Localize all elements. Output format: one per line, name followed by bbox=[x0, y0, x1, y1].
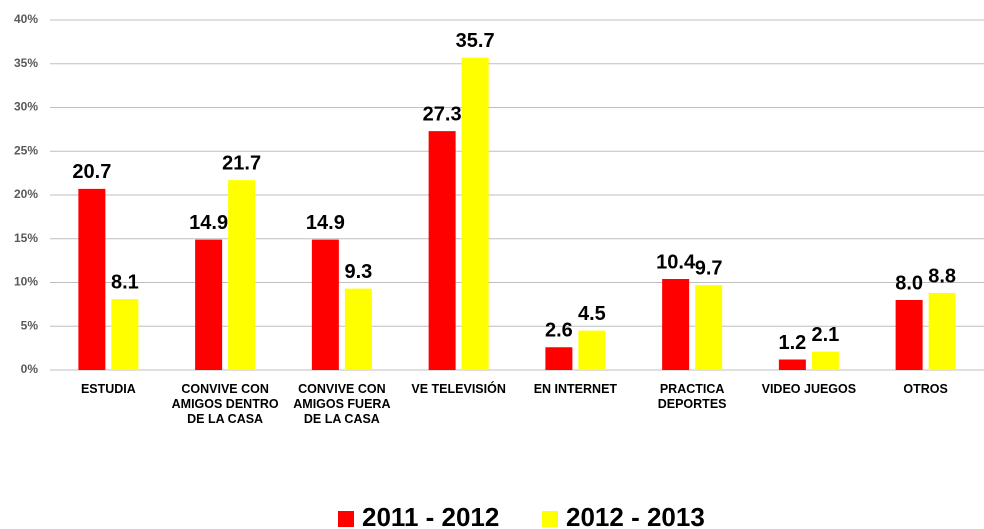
x-tick-label: ESTUDIA bbox=[80, 382, 136, 396]
value-label: 35.7 bbox=[456, 30, 495, 52]
y-tick-label: 15% bbox=[14, 231, 38, 245]
value-label: 8.8 bbox=[928, 265, 956, 287]
value-label: 20.7 bbox=[72, 161, 111, 183]
y-tick-label: 35% bbox=[14, 56, 38, 70]
bar bbox=[428, 131, 456, 370]
legend-swatch bbox=[542, 511, 558, 527]
x-tick-label: VE TELEVISIÓN bbox=[411, 382, 506, 396]
value-label: 21.7 bbox=[222, 152, 261, 174]
y-tick-label: 10% bbox=[14, 275, 38, 289]
legend-label: 2012 - 2013 bbox=[566, 502, 705, 529]
y-tick-label: 0% bbox=[21, 362, 39, 376]
bar bbox=[928, 293, 956, 370]
bar bbox=[311, 239, 339, 370]
x-tick-label: CONVIVE CON AMIGOS DENTRO DE LA CASA bbox=[171, 382, 279, 426]
value-label: 10.4 bbox=[656, 251, 696, 273]
bar bbox=[895, 300, 923, 370]
x-tick-label: PRACTICA DEPORTES bbox=[657, 382, 727, 411]
value-label: 2.1 bbox=[811, 324, 839, 346]
bar bbox=[811, 351, 839, 370]
x-tick-label: VIDEO JUEGOS bbox=[761, 382, 857, 396]
bar bbox=[195, 239, 223, 370]
y-tick-label: 25% bbox=[14, 143, 38, 157]
bar bbox=[578, 330, 606, 370]
legend-label: 2011 - 2012 bbox=[362, 502, 499, 529]
bar bbox=[545, 347, 573, 370]
x-tick-label: CONVIVE CON AMIGOS FUERA DE LA CASA bbox=[293, 382, 391, 426]
value-label: 8.0 bbox=[895, 272, 923, 294]
bar bbox=[344, 288, 372, 370]
value-label: 2.6 bbox=[545, 320, 573, 342]
bar bbox=[662, 279, 690, 370]
bar bbox=[78, 188, 106, 370]
bar bbox=[778, 359, 806, 370]
bar bbox=[461, 57, 489, 370]
bar bbox=[228, 180, 256, 370]
bar bbox=[695, 285, 723, 370]
value-label: 27.3 bbox=[423, 103, 462, 125]
value-label: 9.3 bbox=[344, 261, 372, 283]
legend-swatch bbox=[338, 511, 354, 527]
value-label: 14.9 bbox=[306, 212, 345, 234]
y-tick-label: 20% bbox=[14, 187, 38, 201]
y-tick-label: 5% bbox=[21, 318, 39, 332]
y-tick-label: 30% bbox=[14, 100, 38, 114]
bar bbox=[111, 299, 139, 370]
x-tick-label: EN INTERNET bbox=[533, 382, 618, 396]
x-tick-label: OTROS bbox=[903, 382, 948, 396]
value-label: 1.2 bbox=[778, 332, 806, 354]
y-tick-label: 40% bbox=[14, 12, 38, 26]
value-label: 4.5 bbox=[578, 303, 606, 325]
value-label: 14.9 bbox=[189, 212, 228, 234]
value-label: 9.7 bbox=[695, 257, 723, 279]
value-label: 8.1 bbox=[111, 271, 139, 293]
